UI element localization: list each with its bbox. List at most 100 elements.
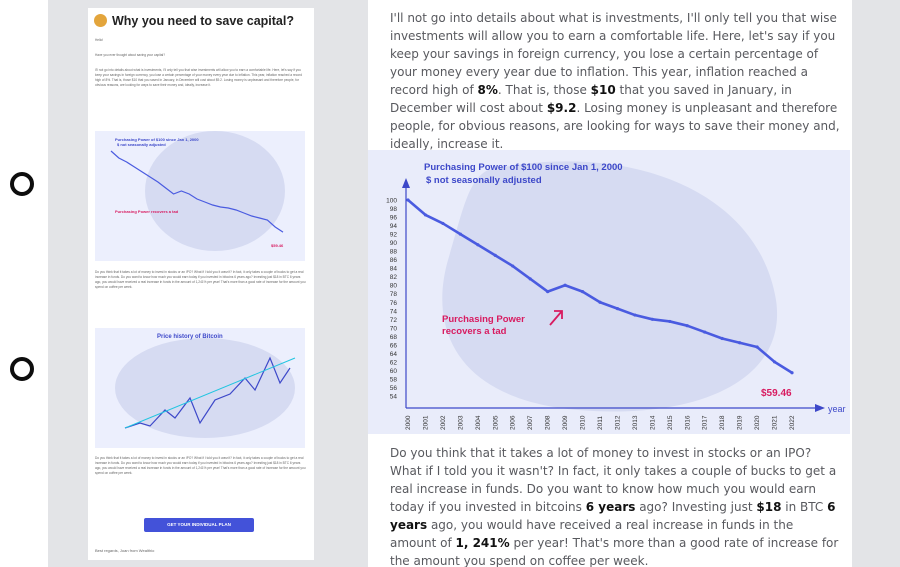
p2-text-a: Do you think that it takes a lot of mone… — [390, 446, 837, 514]
x-tick-label: 2004 — [475, 415, 482, 430]
data-points — [406, 198, 794, 375]
chart-subtitle: $ not seasonally adjusted — [426, 175, 542, 186]
option-radio-2[interactable] — [10, 357, 34, 381]
y-tick-labels: 1009896949290888684828078767472706866646… — [386, 198, 397, 401]
x-tick-label: 2019 — [737, 415, 744, 430]
x-tick-label: 2006 — [510, 415, 517, 430]
p1-cost-amount: $9.2 — [546, 101, 577, 115]
x-tick-label: 2020 — [754, 415, 761, 430]
y-tick-label: 94 — [390, 223, 398, 230]
data-point — [423, 213, 428, 217]
y-tick-label: 92 — [390, 232, 398, 239]
chart-title: Purchasing Power of $100 since Jan 1, 20… — [424, 162, 623, 173]
p1-text-d: . Losing money is unpleasant and therefo… — [390, 101, 840, 151]
x-tick-label: 2001 — [422, 415, 429, 430]
p2-text-e: per year! That's more than a good rate o… — [390, 536, 839, 567]
article-paragraph-1: I'll not go into details about what is i… — [390, 9, 842, 153]
data-point — [528, 277, 532, 281]
email-signoff: Best regards, Joan from Wealthio — [95, 548, 155, 553]
bitcoin-chart: Price history of Bitcoin — [95, 328, 305, 448]
mini-chart-line — [110, 150, 284, 233]
data-point — [772, 360, 777, 364]
data-point — [738, 341, 742, 345]
p2-text-d: ago, you would have received a real incr… — [390, 518, 794, 550]
x-tick-label: 2018 — [719, 415, 726, 430]
annotation-arrow-icon — [549, 310, 563, 326]
y-tick-label: 56 — [390, 385, 398, 392]
x-tick-label: 2008 — [545, 415, 552, 430]
monkey-emoji-icon — [94, 14, 107, 27]
mini-chart-end-label: $59.46 — [271, 243, 284, 248]
data-point — [755, 345, 759, 349]
end-value-label: $59.46 — [761, 388, 792, 399]
p1-text-b: . That is, those — [497, 83, 591, 97]
p2-years-1: 6 years — [585, 500, 636, 514]
mini-chart-title: Purchasing Power of $100 since Jan 1, 20… — [115, 137, 199, 142]
x-tick-label: 2012 — [614, 415, 621, 430]
email-title-text: Why you need to save capital? — [112, 14, 294, 28]
x-tick-label: 2014 — [649, 415, 656, 430]
bitcoin-trend-line — [124, 357, 296, 429]
p2-text-c: in BTC — [781, 500, 828, 514]
data-point — [441, 221, 445, 226]
y-tick-label: 74 — [390, 308, 398, 315]
y-tick-label: 100 — [386, 198, 397, 205]
data-point — [720, 336, 724, 341]
y-tick-label: 70 — [390, 325, 398, 332]
y-tick-label: 68 — [390, 334, 398, 341]
p1-text-c: that you saved in January, in December w… — [390, 83, 792, 115]
y-tick-label: 54 — [390, 394, 398, 401]
x-tick-label: 2007 — [527, 415, 534, 430]
y-tick-label: 72 — [390, 317, 398, 324]
data-point — [563, 283, 567, 287]
option-radio-1[interactable] — [10, 172, 34, 196]
y-tick-label: 62 — [390, 359, 398, 366]
p2-text-b: ago? Investing just — [635, 500, 757, 514]
article-paragraph-2: Do you think that it takes a lot of mone… — [390, 444, 842, 567]
chart-background-blob — [442, 161, 778, 412]
y-tick-label: 78 — [390, 291, 398, 298]
y-tick-label: 90 — [390, 240, 398, 247]
data-point — [703, 330, 707, 334]
p2-years-2: 6 years — [390, 500, 836, 532]
email-greeting: Hello! — [95, 38, 104, 42]
x-axis-arrow — [815, 404, 825, 412]
right-panel-background — [852, 0, 900, 567]
email-thumbnail: Why you need to save capital? Hello! Hav… — [88, 8, 314, 560]
mini-chart-annotation: Purchasing Power recovers a tad — [115, 209, 179, 214]
x-tick-label: 2022 — [789, 415, 796, 430]
p1-saved-amount: $10 — [590, 83, 616, 97]
purchasing-power-svg: Purchasing Power of $100 since Jan 1, 20… — [386, 161, 846, 430]
x-tick-label: 2002 — [440, 415, 447, 430]
y-tick-label: 60 — [390, 368, 398, 375]
x-tick-label: 2017 — [702, 415, 709, 430]
p2-amount: $18 — [756, 500, 782, 514]
p1-inflation-rate: 8% — [477, 83, 498, 97]
email-paragraph-2-repeat: Do you think that it takes a lot of mone… — [95, 456, 307, 475]
annotation-line-1: Purchasing Power — [442, 314, 525, 325]
y-tick-label: 96 — [390, 215, 398, 222]
data-point — [476, 243, 480, 247]
email-title: Why you need to save capital? — [94, 14, 294, 28]
x-tick-label: 2016 — [684, 415, 691, 430]
get-plan-button[interactable]: GET YOUR INDIVIDUAL PLAN — [144, 518, 254, 532]
article-panel: I'll not go into details about what is i… — [368, 0, 852, 567]
data-point — [511, 264, 515, 268]
email-question: Have you ever thought about saving your … — [95, 53, 165, 57]
mini-chart-blob — [145, 131, 285, 251]
x-tick-label: 2009 — [562, 415, 569, 430]
mini-purchasing-chart: Purchasing Power of $100 since Jan 1, 20… — [95, 131, 305, 261]
y-tick-label: 58 — [390, 376, 398, 383]
x-tick-label: 2013 — [632, 415, 639, 430]
x-tick-label: 2000 — [405, 415, 412, 430]
x-tick-label: 2021 — [772, 415, 779, 430]
data-point — [790, 371, 794, 375]
x-tick-label: 2003 — [457, 415, 464, 430]
y-tick-label: 64 — [390, 351, 398, 358]
y-tick-label: 66 — [390, 342, 398, 349]
y-axis-arrow — [402, 178, 410, 188]
x-tick-label: 2005 — [492, 415, 499, 430]
purchasing-power-chart: Purchasing Power of $100 since Jan 1, 20… — [368, 150, 850, 434]
x-tick-label: 2015 — [667, 415, 674, 430]
mini-chart-svg: Purchasing Power of $100 since Jan 1, 20… — [110, 131, 285, 251]
